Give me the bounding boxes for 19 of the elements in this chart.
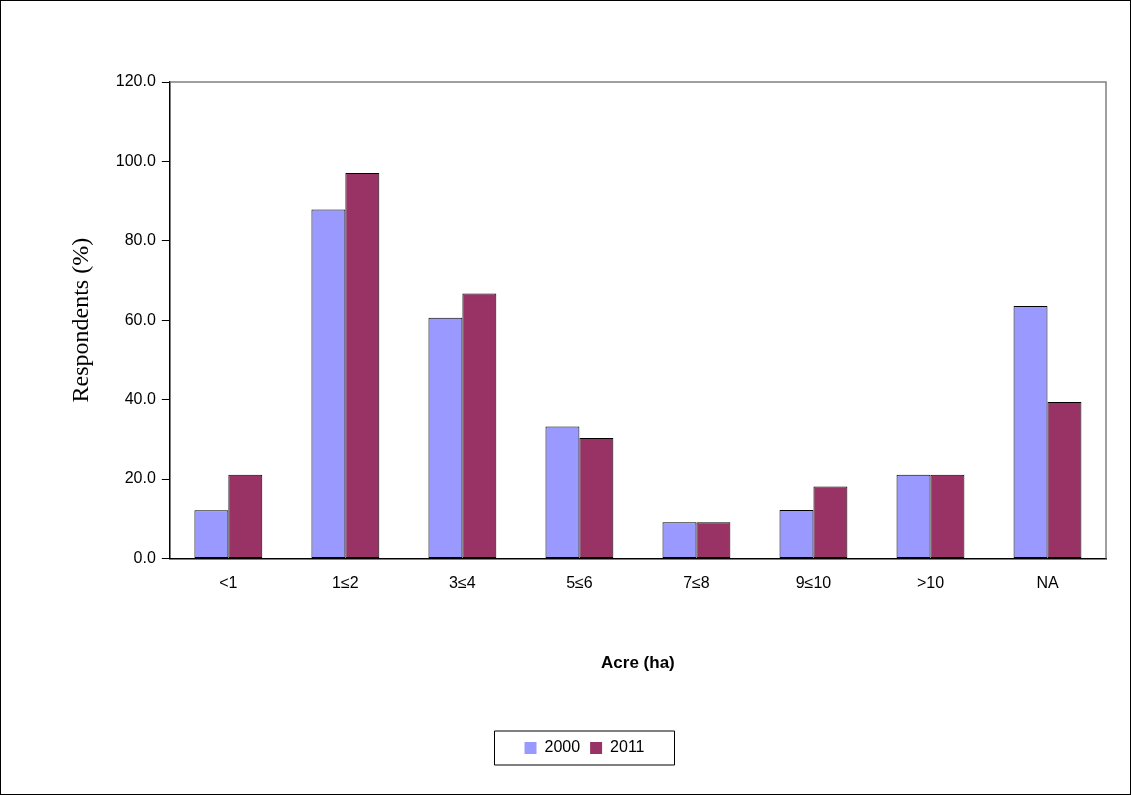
- x-tick-label: 3≤4: [449, 574, 476, 592]
- x-tick-label: NA: [1036, 574, 1059, 592]
- y-tick-label: 80.0: [124, 231, 156, 249]
- x-tick-label: 5≤6: [566, 574, 593, 592]
- x-tick-label: <1: [219, 574, 238, 592]
- y-axis-title: Respondents (%): [66, 237, 93, 403]
- y-tick-label: 120.0: [115, 72, 156, 90]
- y-tick-label: 0.0: [133, 548, 156, 566]
- x-tick-label: 7≤8: [683, 574, 710, 592]
- x-tick-label: 9≤10: [795, 574, 832, 592]
- legend-label: 2000: [544, 738, 581, 756]
- y-tick-label: 60.0: [124, 310, 156, 328]
- x-axis-title: Acre (ha): [601, 653, 675, 673]
- y-tick-label: 40.0: [124, 390, 156, 408]
- y-tick-label: 100.0: [115, 151, 156, 169]
- x-tick-label: >10: [916, 574, 945, 592]
- x-tick-label: 1≤2: [332, 574, 359, 592]
- y-tick-label: 20.0: [124, 469, 156, 487]
- legend-label: 2011: [610, 738, 645, 756]
